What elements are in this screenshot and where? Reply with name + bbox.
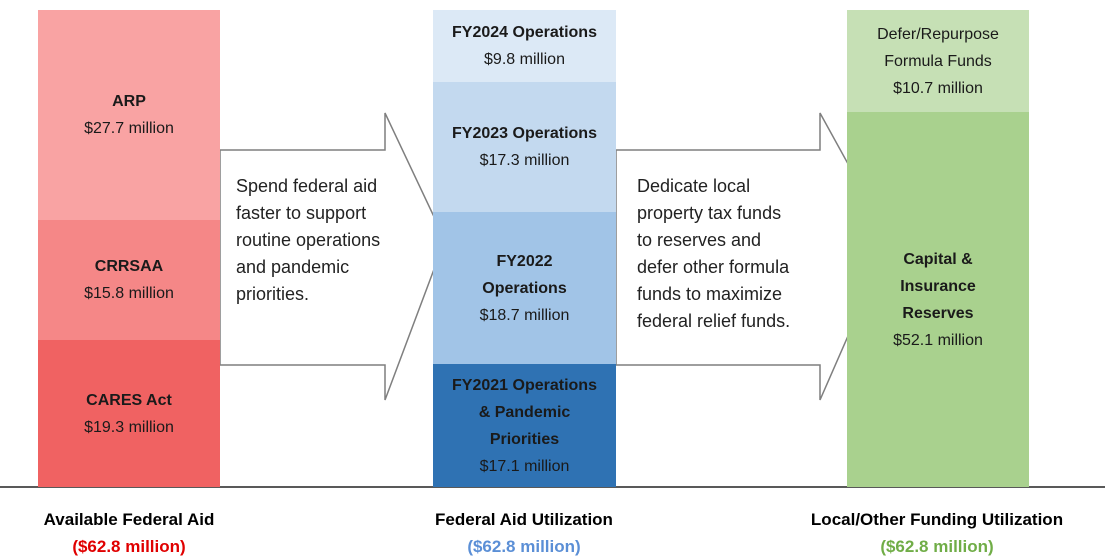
segment-amount: $18.7 million [479,306,570,324]
segment-title: CARES Act [86,391,172,409]
column-label: Federal Aid Utilization [435,510,613,529]
column-footer: Local/Other Funding Utilization ($62.8 mi… [757,506,1105,559]
arrow-text-line: faster to support [236,203,367,223]
segment-title: FY2024 Operations [452,24,597,41]
segment: ARP $27.7 million [38,10,220,220]
arrow-text-line: federal relief funds. [637,311,791,331]
segment-amount: $52.1 million [893,331,983,349]
column-total: ($62.8 million) [72,537,186,556]
arrow-text-line: defer other formula [637,257,790,277]
segment-title: Capital & [903,250,973,268]
arrow-text-line: Spend federal aid [236,176,378,196]
column-total: ($62.8 million) [880,537,994,556]
column-label: Local/Other Funding Utilization [810,510,1064,529]
segment-amount: $9.8 million [484,51,565,68]
column-label: Available Federal Aid [43,510,215,529]
segment-title: FY2023 Operations [452,125,597,142]
arrow [219,112,446,401]
segment-amount: $27.7 million [84,120,174,137]
segment-title: & Pandemic [478,403,571,421]
segment: Capital & Insurance Reserves $52.1 million [847,112,1029,487]
arrow-text-line: priorities. [236,284,310,304]
arrow-text-line: routine operations [236,230,381,250]
segment-title: Insurance [900,277,976,295]
segment-title: Priorities [489,430,560,448]
segment: CARES Act $19.3 million [38,340,220,487]
column-footer: Federal Aid Utilization ($62.8 million) [344,506,704,559]
segment-title: ARP [112,93,146,110]
segment-title: Formula Funds [884,52,992,70]
segment-amount: $19.3 million [84,418,174,436]
segment: FY2023 Operations $17.3 million [433,82,616,212]
arrow-text-line: and pandemic [236,257,350,277]
segment-title: Operations [482,279,567,297]
segment: Defer/Repurpose Formula Funds $10.7 millio… [847,10,1029,112]
segment-title: FY2021 Operations [452,376,597,394]
segment: FY2021 Operations & Pandemic Priorities $17… [433,364,616,487]
column-total: ($62.8 million) [467,537,581,556]
segment-title: CRRSAA [94,258,164,275]
segment: FY2022 Operations $18.7 million [433,212,616,364]
arrow-text-line: property tax funds [637,203,782,223]
segment-amount: $17.3 million [479,152,570,169]
arrow-text-line: to reserves and [637,230,762,250]
arrow-text-line: funds to maximize [637,284,783,304]
segment: CRRSAA $15.8 million [38,220,220,340]
segment-amount: $10.7 million [893,79,983,97]
segment-amount: $17.1 million [479,457,570,475]
arrow-text-line: Dedicate local [637,176,751,196]
segment: FY2024 Operations $9.8 million [433,10,616,82]
segment-amount: $15.8 million [84,285,174,302]
arrow-text: Spend federal aid faster to support routin… [236,173,380,308]
segment-title: Reserves [902,304,974,322]
segment-title: FY2022 [496,252,553,270]
segment-title: Defer/Repurpose [877,25,999,43]
column-footer: Available Federal Aid ($62.8 million) [0,506,309,559]
arrow-text: Dedicate local property tax funds to reser… [637,173,790,335]
